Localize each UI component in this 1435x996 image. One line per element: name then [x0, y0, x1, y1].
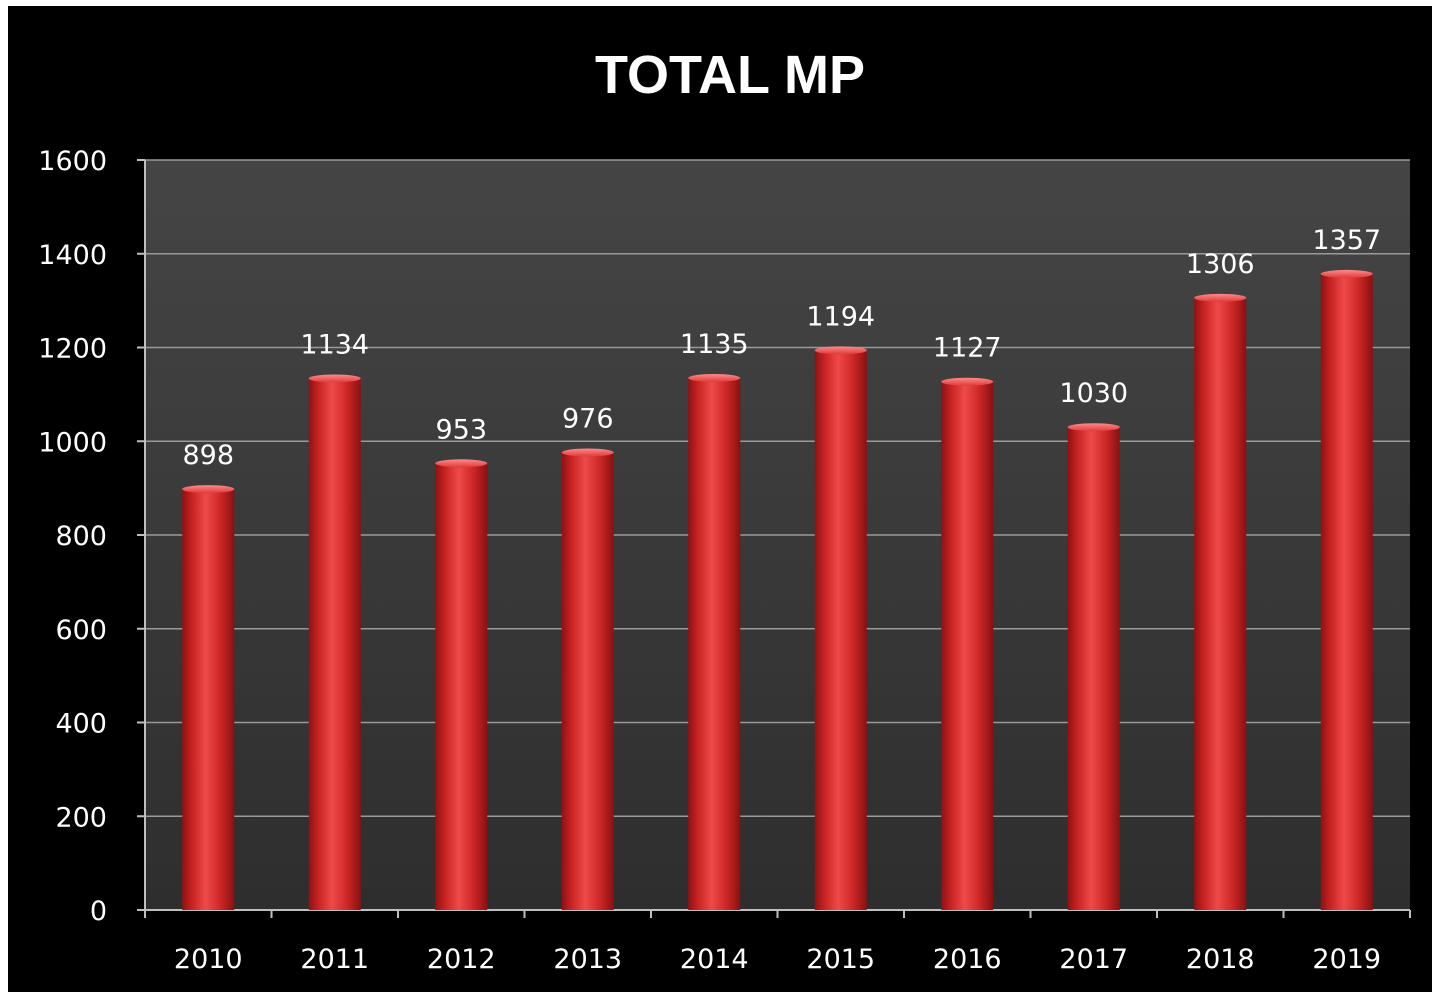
chart-title: TOTAL MP [595, 45, 865, 105]
bar-cap [941, 377, 994, 386]
data-label: 898 [182, 440, 234, 471]
y-tick-label: 1400 [38, 240, 107, 271]
bar [435, 463, 488, 910]
bar-cap [561, 448, 614, 457]
data-label: 1194 [806, 301, 875, 332]
data-label: 1030 [1059, 378, 1128, 409]
bar-2017 [1067, 423, 1120, 910]
data-label: 976 [562, 404, 614, 435]
bar [308, 378, 361, 910]
data-labels: 898 1134 953 976 1135 1194 1127 1030 1306 1357 [182, 225, 1381, 471]
bar-2012 [435, 459, 488, 910]
y-tick-label: 800 [55, 521, 107, 552]
bar-cap [435, 459, 488, 468]
bars [182, 269, 1373, 910]
bar-cap [1067, 423, 1120, 432]
bar-2016 [941, 377, 994, 910]
bar-cap [1194, 293, 1247, 302]
y-tick-label: 1600 [38, 146, 107, 177]
y-tick-label: 1200 [38, 334, 107, 365]
bar [688, 377, 741, 910]
x-tick-label: 2014 [680, 944, 749, 975]
x-tick-label: 2016 [933, 944, 1002, 975]
data-label: 1357 [1312, 225, 1381, 256]
y-tick-label: 600 [55, 615, 107, 646]
bar [1194, 297, 1247, 910]
x-tick-label: 2013 [553, 944, 622, 975]
bar [814, 350, 867, 910]
bar [1067, 427, 1120, 910]
x-tick-label: 2011 [300, 944, 369, 975]
bar-cap [688, 373, 741, 382]
bar-cap [814, 346, 867, 355]
x-tick-label: 2017 [1059, 944, 1128, 975]
bar-2018 [1194, 293, 1247, 910]
bar-2011 [308, 374, 361, 910]
y-tick-label: 1000 [38, 427, 107, 458]
y-tick-label: 400 [55, 709, 107, 740]
bar-cap [182, 485, 235, 494]
bar-2019 [1320, 269, 1373, 910]
bar-cap [308, 374, 361, 383]
y-tick-label: 0 [90, 896, 107, 927]
x-tick-label: 2018 [1186, 944, 1255, 975]
bar-2010 [182, 485, 235, 910]
x-tick-label: 2012 [427, 944, 496, 975]
y-axis-tick-labels: 0 200 400 600 800 1000 1200 1400 1600 [38, 146, 107, 927]
bar-2013 [561, 448, 614, 910]
x-tick-label: 2015 [806, 944, 875, 975]
bar [1320, 273, 1373, 910]
data-label: 1135 [680, 329, 749, 360]
x-axis-tick-labels: 2010 2011 2012 2013 2014 2015 2016 2017 2018 2019 [174, 944, 1381, 975]
x-tick-label: 2019 [1312, 944, 1381, 975]
bar-cap [1320, 269, 1373, 278]
data-label: 1127 [933, 333, 1002, 364]
data-label: 1306 [1186, 249, 1255, 280]
y-tick-label: 200 [55, 802, 107, 833]
data-label: 1134 [300, 329, 369, 360]
bar [941, 381, 994, 910]
bar-2014 [688, 373, 741, 910]
bar [182, 489, 235, 910]
bar-2015 [814, 346, 867, 910]
data-label: 953 [435, 414, 487, 445]
bar [561, 452, 614, 910]
x-tick-label: 2010 [174, 944, 243, 975]
